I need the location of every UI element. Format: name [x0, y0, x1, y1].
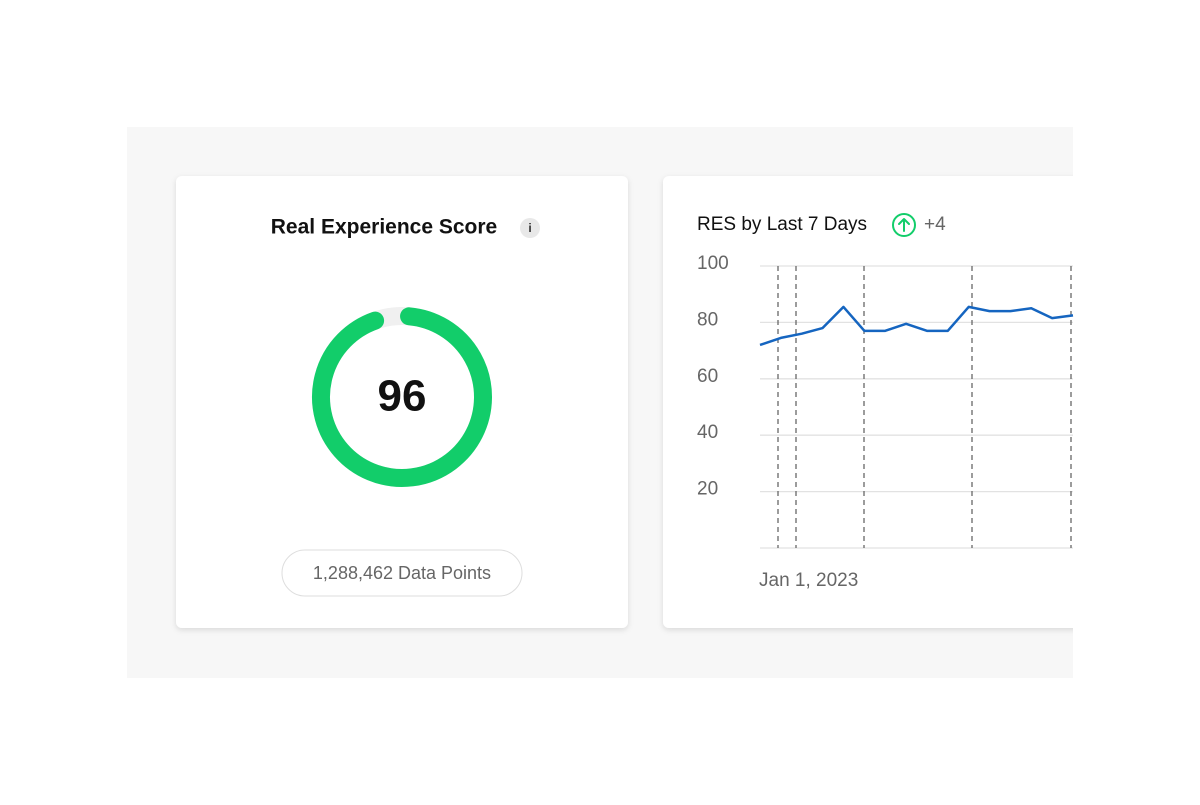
info-icon-label: i: [528, 221, 531, 235]
day-dividers: [777, 266, 1072, 548]
gauge-arc: [312, 307, 492, 487]
score-value: 96: [378, 372, 427, 421]
series-line: [759, 305, 1074, 347]
info-icon[interactable]: [520, 218, 540, 238]
x-axis-label: Jan 1, 2023: [759, 570, 858, 591]
y-tick-label: 40: [697, 422, 718, 443]
data-points-pill: [281, 549, 523, 597]
score-card: [176, 176, 628, 628]
trend-arrow: [898, 218, 910, 232]
chart-card: [663, 176, 1073, 628]
y-tick-label: 100: [697, 253, 729, 274]
y-tick-label: 60: [697, 366, 718, 387]
score-title: Real Experience Score: [271, 216, 497, 239]
trend-change: +4: [924, 214, 946, 235]
y-tick-label: 20: [697, 479, 718, 500]
y-tick-label: 80: [697, 309, 718, 330]
trend-icon: [892, 213, 916, 237]
data-points: 1,288,462 Data Points: [313, 563, 491, 583]
chart-title: RES by Last 7 Days: [697, 214, 867, 235]
